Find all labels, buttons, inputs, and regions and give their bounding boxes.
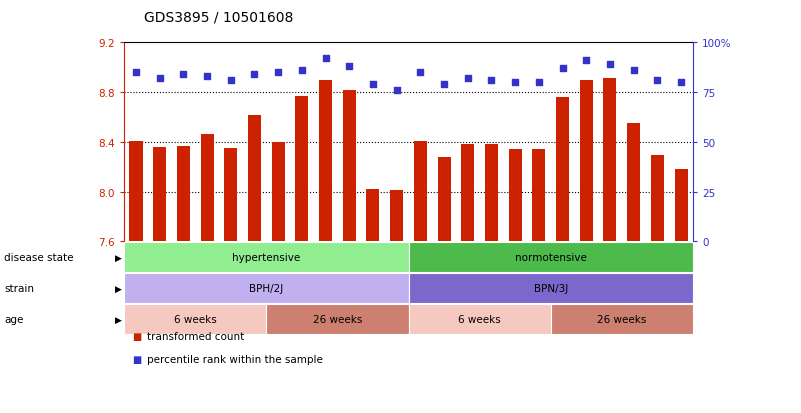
Point <box>509 80 521 86</box>
Text: 26 weeks: 26 weeks <box>312 314 362 325</box>
Point <box>461 76 474 82</box>
Bar <box>556 98 569 242</box>
Point <box>580 58 593 64</box>
Bar <box>319 81 332 242</box>
Point <box>130 70 143 76</box>
Bar <box>296 97 308 242</box>
Point <box>177 72 190 78</box>
Bar <box>272 142 284 242</box>
Bar <box>390 191 403 242</box>
Text: strain: strain <box>4 283 34 294</box>
Point <box>367 82 380 88</box>
Point <box>296 68 308 74</box>
Text: ■: ■ <box>132 332 142 342</box>
Bar <box>509 150 521 242</box>
Text: 6 weeks: 6 weeks <box>458 314 501 325</box>
Point <box>627 68 640 74</box>
Text: disease state: disease state <box>4 252 74 263</box>
Point <box>556 66 569 72</box>
Bar <box>603 79 617 242</box>
Bar <box>130 141 143 242</box>
Point <box>414 70 427 76</box>
Point <box>153 76 166 82</box>
Bar <box>177 146 190 242</box>
Bar <box>461 145 474 242</box>
Text: hypertensive: hypertensive <box>232 252 300 263</box>
Bar <box>580 81 593 242</box>
Bar <box>248 115 261 242</box>
Point <box>390 88 403 94</box>
Point <box>343 64 356 71</box>
Point <box>603 62 616 69</box>
Text: age: age <box>4 314 23 325</box>
Bar <box>674 170 687 242</box>
Bar <box>224 149 237 242</box>
Bar <box>343 90 356 242</box>
Text: transformed count: transformed count <box>147 332 244 342</box>
Text: BPH/2J: BPH/2J <box>249 283 284 294</box>
Bar <box>153 147 167 242</box>
Point <box>224 78 237 84</box>
Point <box>651 78 664 84</box>
Text: ■: ■ <box>132 354 142 364</box>
Text: BPN/3J: BPN/3J <box>533 283 568 294</box>
Text: GDS3895 / 10501608: GDS3895 / 10501608 <box>144 10 293 24</box>
Point <box>201 74 214 81</box>
Point <box>319 56 332 62</box>
Text: ▶: ▶ <box>115 253 122 262</box>
Bar <box>485 145 498 242</box>
Bar <box>366 190 380 242</box>
Point <box>533 80 545 86</box>
Text: 6 weeks: 6 weeks <box>174 314 216 325</box>
Text: ▶: ▶ <box>115 284 122 293</box>
Point <box>248 72 261 78</box>
Text: percentile rank within the sample: percentile rank within the sample <box>147 354 323 364</box>
Bar <box>650 156 664 242</box>
Bar <box>533 150 545 242</box>
Text: normotensive: normotensive <box>515 252 586 263</box>
Point <box>437 82 450 88</box>
Bar <box>414 141 427 242</box>
Text: ▶: ▶ <box>115 315 122 324</box>
Bar <box>200 135 214 242</box>
Bar <box>627 124 640 242</box>
Bar <box>437 157 451 242</box>
Point <box>272 70 284 76</box>
Text: 26 weeks: 26 weeks <box>597 314 646 325</box>
Point <box>485 78 498 84</box>
Point <box>674 80 687 86</box>
